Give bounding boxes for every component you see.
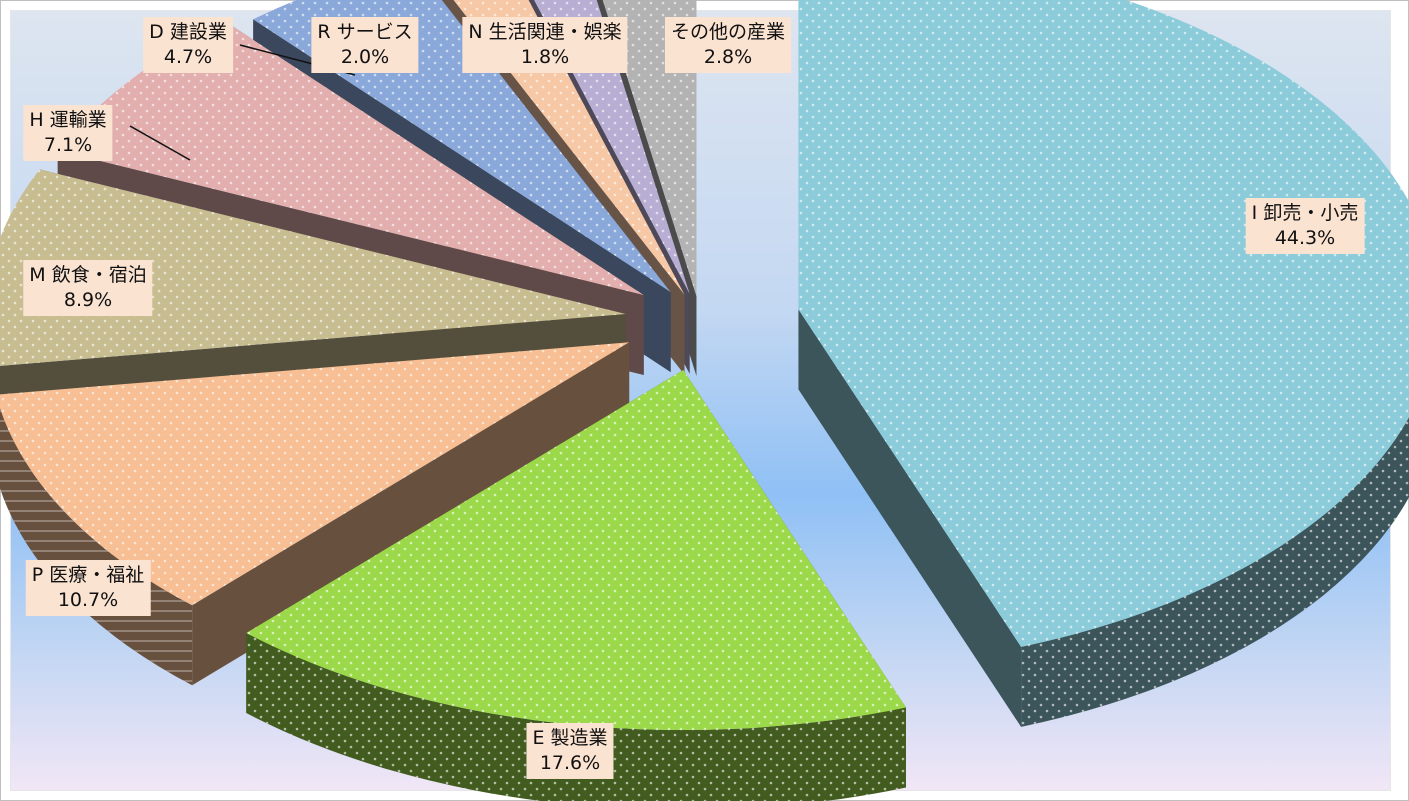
slice-percentage: 10.7%	[57, 589, 119, 611]
slice-label-6: D 建設業 4.7%	[143, 17, 233, 73]
slice-2-rim-texture	[246, 633, 906, 801]
slice-3-rim-texture	[0, 408, 193, 686]
slice-3	[0, 342, 630, 686]
slice-category: P 医療・福祉	[31, 564, 145, 586]
slice-2-top-texture	[246, 370, 906, 731]
slice-7-top-texture	[453, 0, 685, 295]
slice-1	[798, 0, 1409, 727]
leader-line-5	[129, 125, 191, 161]
slice-category: その他の産業	[670, 21, 786, 43]
slice-1-rim-texture	[1021, 417, 1409, 727]
slice-percentage: 17.6%	[539, 752, 601, 774]
slice-category: N 生活関連・娯楽	[468, 21, 622, 43]
slice-percentage: 1.8%	[520, 46, 570, 68]
slice-category: H 運輸業	[29, 109, 107, 131]
slice-percentage: 7.1%	[43, 134, 93, 156]
slice-1-top-texture	[798, 0, 1409, 647]
slice-percentage: 44.3%	[1274, 227, 1336, 249]
slice-6-top-texture	[253, 0, 671, 293]
slice-category: M 飲食・宿泊	[29, 264, 147, 286]
slice-4-top-texture	[0, 169, 626, 366]
slice-1-side	[798, 309, 1022, 727]
slice-2	[246, 370, 906, 801]
slice-percentage: 4.7%	[163, 46, 213, 68]
slice-category: E 製造業	[532, 727, 608, 749]
slice-label-9: その他の産業 2.8%	[664, 17, 792, 73]
slice-category: I 卸売・小売	[1251, 202, 1359, 224]
slice-label-5: H 運輸業 7.1%	[23, 105, 113, 161]
slice-label-1: I 卸売・小売 44.3%	[1245, 198, 1365, 254]
slice-9-top-texture	[602, 0, 697, 297]
slice-percentage: 2.0%	[340, 46, 390, 68]
slice-category: D 建設業	[149, 21, 227, 43]
slice-label-8: N 生活関連・娯楽 1.8%	[462, 17, 628, 73]
slice-percentage: 2.8%	[703, 46, 753, 68]
slice-3-top-texture	[0, 342, 630, 606]
slice-label-2: E 製造業 17.6%	[526, 723, 614, 779]
slice-label-4: M 飲食・宿泊 8.9%	[23, 260, 153, 316]
slice-label-3: P 医療・福祉 10.7%	[25, 560, 151, 616]
slice-category: R サービス	[317, 21, 413, 43]
slice-5-top-texture	[57, 22, 644, 296]
slice-percentage: 8.9%	[63, 289, 113, 311]
slice-label-7: R サービス 2.0%	[311, 17, 419, 73]
